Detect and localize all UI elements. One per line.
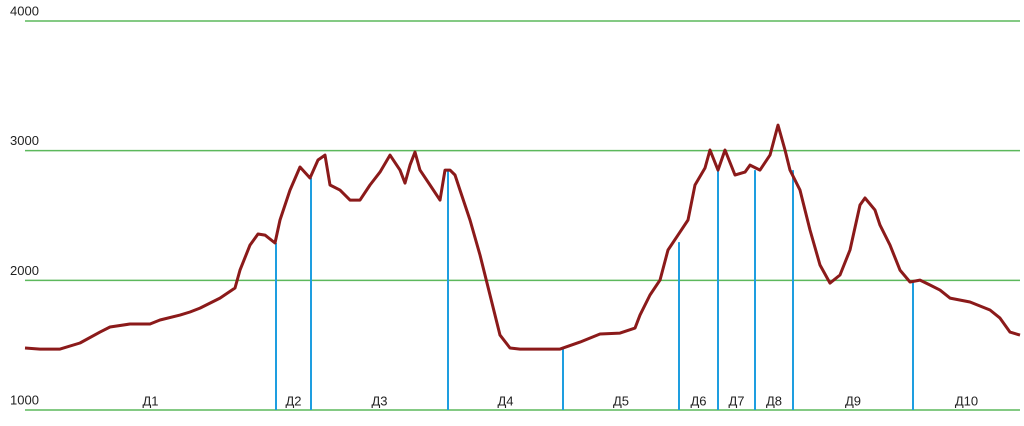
segment-label: Д3 xyxy=(371,393,387,408)
y-tick-label: 2000 xyxy=(10,263,39,278)
y-tick-label: 3000 xyxy=(10,133,39,148)
segment-label: Д8 xyxy=(766,393,782,408)
segment-label: Д6 xyxy=(690,393,706,408)
segment-label: Д4 xyxy=(497,393,513,408)
segment-label: Д2 xyxy=(285,393,301,408)
segment-label: Д10 xyxy=(955,393,978,408)
segment-label: Д1 xyxy=(142,393,158,408)
y-tick-label: 1000 xyxy=(10,392,39,407)
segment-label: Д5 xyxy=(613,393,629,408)
segment-label: Д9 xyxy=(845,393,861,408)
segment-label: Д7 xyxy=(728,393,744,408)
elevation-line xyxy=(24,123,1021,351)
y-tick-label: 4000 xyxy=(10,3,39,18)
